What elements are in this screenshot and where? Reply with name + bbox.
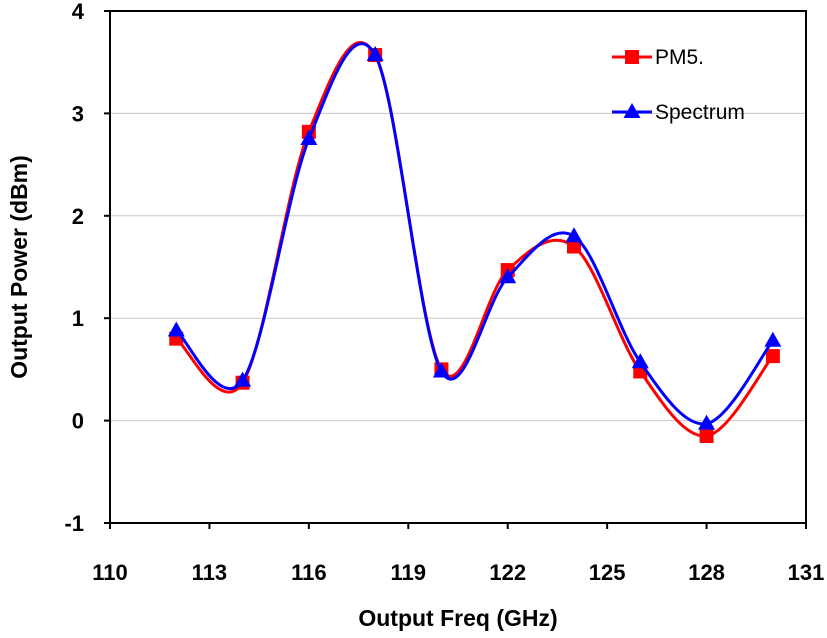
data-point [499,268,517,284]
x-tick-label: 110 [92,560,128,585]
x-tick-label: 125 [589,560,626,585]
data-point [631,353,649,369]
data-point [366,46,384,62]
y-tick-label: 1 [72,306,84,331]
x-tick-label: 128 [688,560,725,585]
y-tick-label: -1 [64,511,84,536]
legend-item: Spectrum [612,101,745,124]
x-tick-label: 119 [391,560,427,585]
y-axis-title: Output Power (dBm) [6,155,32,379]
legend-marker [623,103,641,118]
data-point [698,414,716,430]
data-point [167,321,185,337]
x-axis-ticks: 110 113 116 119 122 125 128 131 [92,523,824,585]
x-axis-title: Output Freq (GHz) [358,605,557,631]
series-spectrum [167,42,782,430]
y-axis-ticks: -1 0 1 2 3 4 [64,0,110,536]
y-tick-label: 3 [72,101,84,126]
series-layer [167,41,782,443]
data-point [432,362,450,378]
legend-item: PM5. [612,46,704,69]
y-tick-label: 4 [72,0,85,24]
plot-area-frame [109,10,807,524]
data-point [565,227,583,243]
legend: PM5. Spectrum [612,46,745,124]
legend-label: PM5. [655,46,704,69]
data-point [765,349,780,364]
data-point [234,371,252,387]
data-point [699,428,714,443]
x-tick-label: 131 [788,560,825,585]
data-point [300,130,318,145]
y-tick-label: 0 [72,409,84,434]
x-tick-label: 113 [192,560,228,585]
legend-label: Spectrum [655,101,745,124]
data-point [764,331,782,347]
x-tick-label: 122 [489,560,526,585]
data-point [567,239,581,254]
y-tick-label: 2 [72,204,84,229]
legend-marker [625,50,639,64]
x-tick-label: 116 [291,560,327,585]
